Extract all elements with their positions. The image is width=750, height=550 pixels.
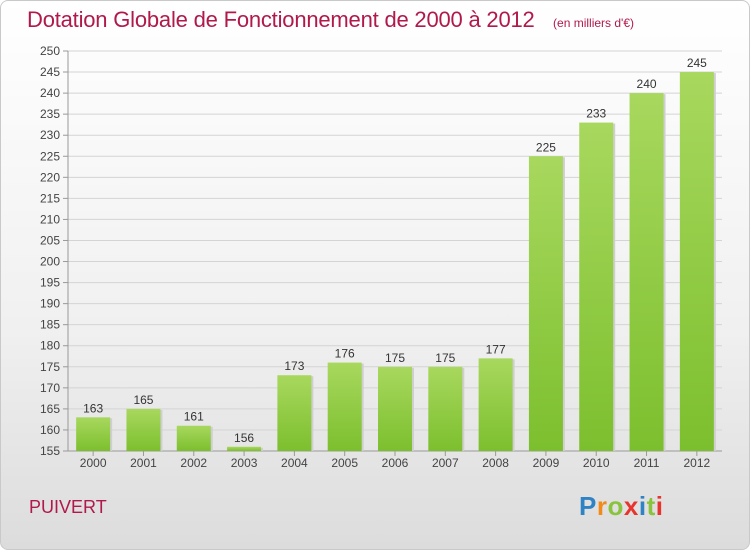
- y-tick-label: 160: [40, 423, 60, 437]
- x-tick-label: 2010: [583, 456, 610, 470]
- y-tick-label: 210: [40, 212, 60, 226]
- data-label: 233: [586, 107, 606, 121]
- y-tick-label: 225: [40, 149, 60, 163]
- y-tick-label: 245: [40, 65, 60, 79]
- bar: [327, 362, 362, 451]
- y-tick-label: 200: [40, 255, 60, 269]
- bar: [478, 358, 513, 451]
- y-tick-label: 215: [40, 191, 60, 205]
- data-label: 176: [335, 347, 355, 361]
- logo-letter: r: [596, 491, 608, 521]
- data-label: 173: [284, 359, 304, 373]
- bar: [126, 408, 161, 451]
- bar: [227, 446, 262, 451]
- bar: [428, 366, 463, 451]
- y-tick-label: 180: [40, 339, 60, 353]
- proxiti-logo: Proxiti: [579, 491, 663, 522]
- chart-title: Dotation Globale de Fonctionnement de 20…: [27, 7, 535, 32]
- y-tick-label: 240: [40, 86, 60, 100]
- y-tick-label: 185: [40, 318, 60, 332]
- x-tick-label: 2007: [432, 456, 459, 470]
- bar: [528, 156, 563, 451]
- logo-letter: i: [638, 491, 647, 521]
- y-tick-label: 190: [40, 297, 60, 311]
- x-tick-label: 2005: [331, 456, 358, 470]
- data-label: 163: [83, 401, 103, 415]
- x-tick-label: 2004: [281, 456, 308, 470]
- x-tick-label: 2006: [382, 456, 409, 470]
- town-name: PUIVERT: [29, 497, 107, 517]
- y-tick-label: 205: [40, 233, 60, 247]
- data-label: 165: [133, 393, 153, 407]
- logo-letter: x: [623, 491, 639, 521]
- data-label: 245: [687, 56, 707, 70]
- y-tick-label: 220: [40, 170, 60, 184]
- bar: [176, 425, 211, 451]
- data-label: 175: [385, 351, 405, 365]
- y-tick-label: 195: [40, 276, 60, 290]
- bar: [76, 417, 111, 451]
- x-tick-label: 2001: [130, 456, 157, 470]
- x-tick-label: 2002: [180, 456, 207, 470]
- y-tick-label: 170: [40, 381, 60, 395]
- data-label: 225: [536, 140, 556, 154]
- y-tick-label: 165: [40, 402, 60, 416]
- bar: [277, 375, 312, 451]
- logo-letter: t: [646, 491, 656, 521]
- y-tick-label: 235: [40, 107, 60, 121]
- logo-letter: o: [607, 491, 624, 521]
- data-label: 240: [637, 77, 657, 91]
- bar: [579, 122, 614, 451]
- data-label: 156: [234, 431, 254, 445]
- bar: [679, 72, 714, 451]
- data-label: 175: [435, 351, 455, 365]
- y-tick-label: 250: [40, 44, 60, 58]
- logo-letter: i: [655, 491, 664, 521]
- x-tick-label: 2008: [482, 456, 509, 470]
- chart-unit: (en milliers d'€): [553, 16, 635, 30]
- logo-letter: P: [579, 491, 597, 521]
- y-tick-label: 230: [40, 128, 60, 142]
- data-label: 177: [486, 342, 506, 356]
- x-tick-label: 2000: [80, 456, 107, 470]
- bar: [378, 366, 412, 451]
- title-row: Dotation Globale de Fonctionnement de 20…: [27, 7, 634, 33]
- x-tick-label: 2009: [533, 456, 560, 470]
- bar: [629, 93, 664, 452]
- x-tick-label: 2012: [683, 456, 710, 470]
- x-tick-label: 2011: [634, 456, 660, 470]
- data-label: 161: [184, 410, 204, 424]
- x-tick-label: 2003: [231, 456, 258, 470]
- y-tick-label: 155: [40, 444, 60, 458]
- y-tick-label: 175: [40, 360, 60, 374]
